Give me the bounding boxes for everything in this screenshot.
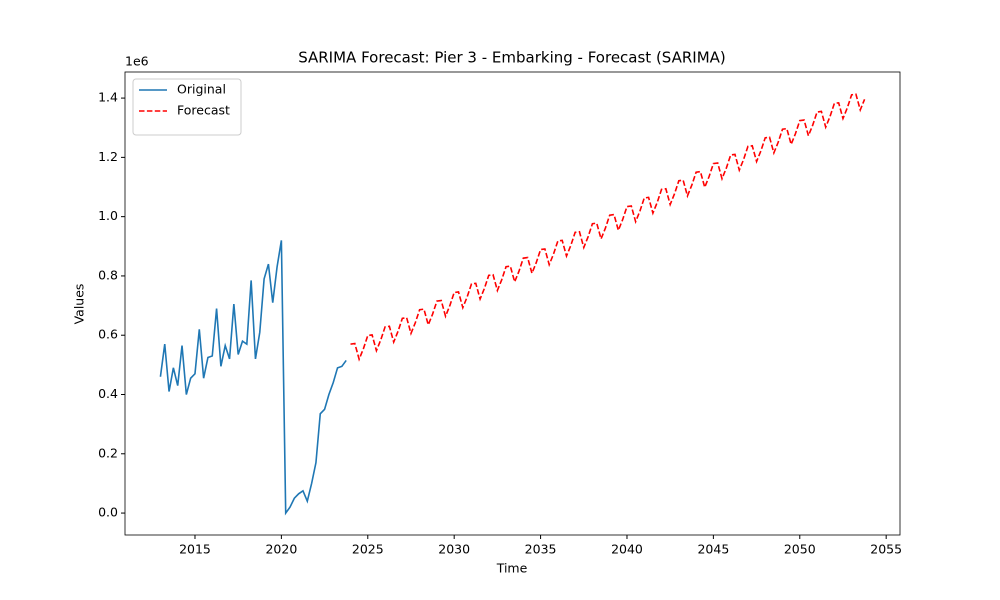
x-tick-label: 2045 — [697, 542, 729, 557]
y-tick-label: 1.0 — [98, 208, 118, 223]
x-tick-label: 2015 — [179, 542, 211, 557]
y-tick-label: 0.4 — [98, 386, 118, 401]
y-tick-label: 0.0 — [98, 505, 118, 520]
y-offset-label: 1e6 — [125, 54, 149, 69]
y-tick-label: 0.6 — [98, 327, 118, 342]
series-line — [350, 93, 866, 362]
chart-title: SARIMA Forecast: Pier 3 - Embarking - Fo… — [298, 49, 726, 67]
y-tick-label: 0.2 — [98, 445, 118, 460]
plot-frame — [124, 71, 901, 536]
y-axis-label: Values — [72, 284, 87, 325]
y-tick-label: 1.4 — [98, 90, 118, 105]
x-tick-label: 2030 — [438, 542, 470, 557]
legend-label: Original — [177, 82, 226, 97]
x-tick-label: 2050 — [784, 542, 816, 557]
series-line — [159, 240, 347, 516]
x-tick-label: 2055 — [870, 542, 902, 557]
x-tick-label: 2035 — [525, 542, 557, 557]
x-tick-label: 2040 — [611, 542, 643, 557]
x-tick-label: 2025 — [352, 542, 384, 557]
y-tick-label: 1.2 — [98, 149, 118, 164]
legend-box — [132, 78, 242, 136]
x-axis-label: Time — [496, 561, 528, 576]
y-tick-label: 0.8 — [98, 267, 118, 282]
legend-label: Forecast — [177, 103, 230, 118]
x-tick-label: 2020 — [265, 542, 297, 557]
